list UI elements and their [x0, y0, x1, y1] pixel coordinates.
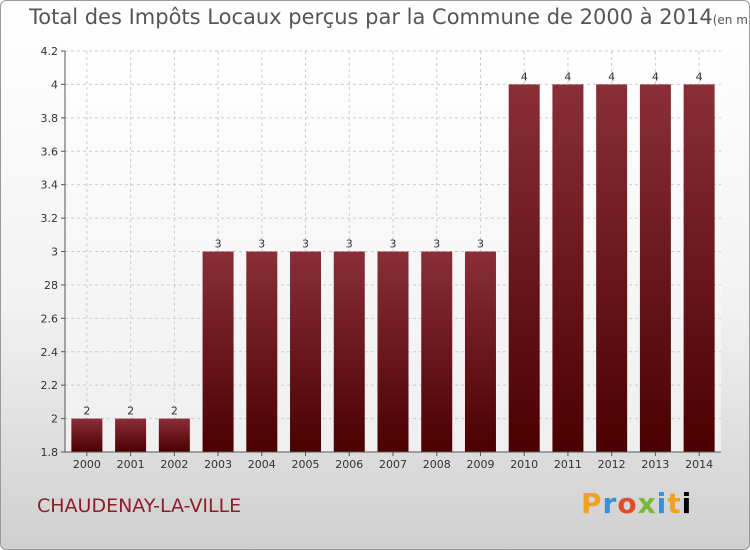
bar — [202, 251, 234, 452]
x-tick-label: 2008 — [423, 458, 451, 471]
x-tick-label: 2005 — [292, 458, 320, 471]
bar-data-label: 3 — [433, 238, 440, 251]
x-tick-label: 2014 — [685, 458, 713, 471]
logo-letter: o — [617, 487, 638, 520]
logo-letter: r — [602, 487, 618, 520]
bar — [464, 251, 496, 452]
y-tick-label: 3.4 — [41, 179, 59, 192]
x-tick-label: 2010 — [510, 458, 538, 471]
bar-data-label: 3 — [258, 238, 265, 251]
y-tick-label: 4.2 — [41, 45, 59, 58]
axes-group — [61, 50, 721, 456]
proxiti-logo: Proxiti — [581, 487, 692, 520]
y-tick-label: 3 — [51, 246, 58, 259]
bar — [71, 418, 103, 452]
bar-data-label: 3 — [302, 238, 309, 251]
bar-data-label: 4 — [564, 70, 571, 83]
x-tick-label: 2013 — [641, 458, 669, 471]
logo-letter: P — [581, 487, 603, 520]
bars-group — [71, 84, 715, 453]
bar — [333, 251, 365, 452]
x-tick-label: 2007 — [379, 458, 407, 471]
bar — [290, 251, 322, 452]
bar — [683, 84, 715, 453]
bar-data-label: 4 — [696, 70, 703, 83]
y-tick-label: 2.4 — [41, 346, 59, 359]
bar — [421, 251, 453, 452]
bar — [639, 84, 671, 453]
y-tick-label: 2 — [51, 413, 58, 426]
x-tick-label: 2012 — [598, 458, 626, 471]
y-tick-label: 28 — [44, 279, 58, 292]
x-tick-label: 2003 — [204, 458, 232, 471]
x-tick-label: 2000 — [73, 458, 101, 471]
y-tick-label: 2.6 — [41, 312, 59, 325]
bar — [158, 418, 190, 452]
bar-data-label: 4 — [608, 70, 615, 83]
y-tick-label: 4 — [51, 78, 58, 91]
bar-data-label: 2 — [171, 405, 178, 418]
x-tick-label: 2002 — [160, 458, 188, 471]
y-tick-label: 3.2 — [41, 212, 59, 225]
commune-name: CHAUDENAY-LA-VILLE — [37, 495, 242, 517]
x-tick-label: 2004 — [248, 458, 276, 471]
y-tick-label: 2.2 — [41, 379, 59, 392]
bar-data-label: 3 — [477, 238, 484, 251]
logo-letter: t — [667, 487, 682, 520]
labels-group: 1.8 2 2.2 2.4 2.6 28 3 3.2 3.4 3.6 3.8 4 4.2 2 2000 2 20… — [41, 45, 714, 471]
bar — [596, 84, 628, 453]
bar-data-label: 4 — [652, 70, 659, 83]
bar-data-label: 4 — [521, 70, 528, 83]
logo-letter: x — [637, 487, 657, 520]
x-tick-label: 2011 — [554, 458, 582, 471]
y-tick-label: 1.8 — [41, 446, 59, 459]
x-tick-label: 2009 — [466, 458, 494, 471]
chart-title: Total des Impôts Locaux perçus par la Co… — [29, 5, 750, 29]
bar — [115, 418, 147, 452]
chart-unit-label: (en milliers d'€) — [712, 13, 750, 27]
y-tick-label: 3.8 — [41, 112, 59, 125]
chart-title-text: Total des Impôts Locaux perçus par la Co… — [29, 5, 713, 29]
bar-data-label: 2 — [83, 405, 90, 418]
bar — [377, 251, 409, 452]
logo-letter: i — [681, 487, 693, 520]
logo-letter: i — [656, 487, 668, 520]
y-tick-label: 3.6 — [41, 145, 59, 158]
x-tick-label: 2006 — [335, 458, 363, 471]
bar-data-label: 3 — [215, 238, 222, 251]
bar-data-label: 3 — [390, 238, 397, 251]
bar — [508, 84, 540, 453]
x-tick-label: 2001 — [117, 458, 145, 471]
bar — [246, 251, 278, 452]
bar-data-label: 2 — [127, 405, 134, 418]
bar-data-label: 3 — [346, 238, 353, 251]
bar — [552, 84, 584, 453]
